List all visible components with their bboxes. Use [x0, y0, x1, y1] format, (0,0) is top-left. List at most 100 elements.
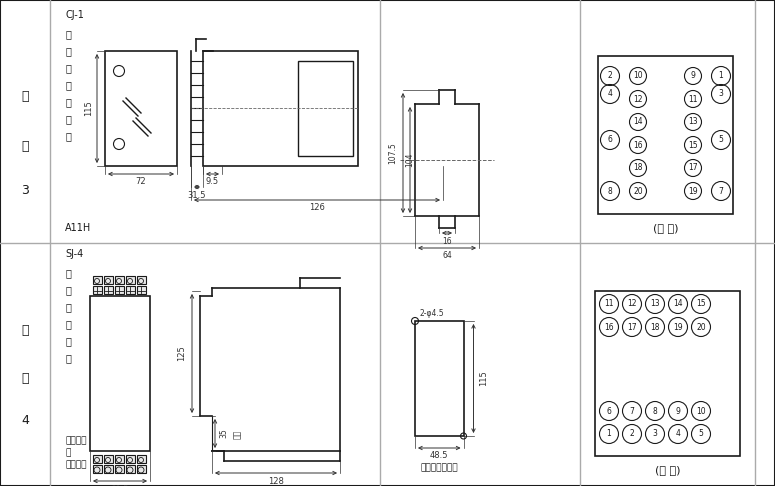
- Bar: [105, 51, 177, 166]
- Text: 式: 式: [65, 302, 71, 312]
- Text: 7: 7: [629, 406, 635, 416]
- Text: 16: 16: [633, 140, 642, 150]
- Text: 5: 5: [698, 430, 704, 438]
- Text: 8: 8: [653, 406, 657, 416]
- Text: 9.5: 9.5: [206, 177, 219, 187]
- Bar: [93, 455, 102, 463]
- Bar: [126, 455, 135, 463]
- Text: 2-φ4.5: 2-φ4.5: [420, 309, 445, 317]
- Text: 4: 4: [21, 415, 29, 428]
- Text: 11: 11: [688, 94, 698, 104]
- Text: 前: 前: [65, 319, 71, 329]
- Text: (正 视): (正 视): [655, 465, 680, 475]
- Bar: [595, 291, 740, 456]
- Text: 16: 16: [604, 323, 614, 331]
- Text: 11: 11: [604, 299, 614, 309]
- Text: 线: 线: [65, 131, 71, 141]
- Bar: [93, 276, 102, 284]
- Text: 螺钉安装: 螺钉安装: [65, 461, 87, 469]
- Text: 125: 125: [177, 346, 187, 362]
- Bar: [104, 465, 113, 473]
- Text: 60.5: 60.5: [111, 485, 129, 486]
- Bar: [137, 286, 146, 294]
- Bar: [203, 51, 358, 166]
- Text: 14: 14: [673, 299, 683, 309]
- Text: 48.5: 48.5: [430, 451, 449, 461]
- Text: 5: 5: [718, 136, 723, 144]
- Text: 17: 17: [627, 323, 637, 331]
- Text: 9: 9: [676, 406, 680, 416]
- Bar: [115, 276, 124, 284]
- Text: 后: 后: [65, 97, 71, 107]
- Text: 线: 线: [65, 353, 71, 363]
- Bar: [93, 286, 102, 294]
- Text: 10: 10: [696, 406, 706, 416]
- Text: 6: 6: [607, 406, 611, 416]
- Text: 12: 12: [627, 299, 637, 309]
- Text: 接: 接: [65, 114, 71, 124]
- Text: (背 视): (背 视): [653, 223, 678, 233]
- Bar: [104, 276, 113, 284]
- Text: 16: 16: [443, 237, 452, 245]
- Text: 115: 115: [479, 371, 488, 386]
- Text: 凸: 凸: [65, 29, 71, 39]
- Bar: [298, 61, 353, 156]
- Text: 20: 20: [696, 323, 706, 331]
- Bar: [126, 276, 135, 284]
- Text: 3: 3: [653, 430, 657, 438]
- Text: 15: 15: [688, 140, 698, 150]
- Bar: [90, 296, 150, 451]
- Bar: [137, 465, 146, 473]
- Text: 式: 式: [65, 63, 71, 73]
- Text: 107.5: 107.5: [388, 142, 398, 164]
- Bar: [126, 286, 135, 294]
- Text: A11H: A11H: [65, 223, 91, 233]
- Text: 19: 19: [673, 323, 683, 331]
- Text: 3: 3: [718, 89, 723, 99]
- Text: 6: 6: [608, 136, 612, 144]
- Bar: [93, 465, 102, 473]
- Text: 13: 13: [688, 118, 698, 126]
- Text: 15: 15: [696, 299, 706, 309]
- Text: 126: 126: [309, 204, 325, 212]
- Text: 凸: 凸: [65, 268, 71, 278]
- Text: 128: 128: [268, 476, 284, 486]
- Text: 图: 图: [21, 371, 29, 384]
- Text: 18: 18: [633, 163, 642, 173]
- Text: 3: 3: [21, 185, 29, 197]
- Text: 4: 4: [676, 430, 680, 438]
- Text: 出: 出: [65, 46, 71, 56]
- Text: 18: 18: [650, 323, 660, 331]
- Text: 卡轨: 卡轨: [232, 429, 242, 439]
- Text: SJ-4: SJ-4: [65, 249, 83, 259]
- Bar: [115, 455, 124, 463]
- Text: 31.5: 31.5: [188, 191, 206, 199]
- Text: 14: 14: [633, 118, 642, 126]
- Text: 1: 1: [718, 71, 723, 81]
- Text: 7: 7: [718, 187, 723, 195]
- Text: 115: 115: [84, 101, 94, 116]
- Text: 卡轨安装: 卡轨安装: [65, 436, 87, 446]
- Text: 72: 72: [136, 177, 146, 187]
- Text: 或: 或: [65, 449, 71, 457]
- Text: 1: 1: [607, 430, 611, 438]
- Text: 9: 9: [691, 71, 695, 81]
- Bar: [598, 56, 733, 214]
- Text: 图: 图: [21, 139, 29, 153]
- Text: 4: 4: [608, 89, 612, 99]
- Text: 10: 10: [633, 71, 642, 81]
- Text: CJ-1: CJ-1: [65, 10, 84, 20]
- Text: 出: 出: [65, 285, 71, 295]
- Text: 螺钉安装开孔图: 螺钉安装开孔图: [420, 464, 458, 472]
- Text: 17: 17: [688, 163, 698, 173]
- Bar: [137, 276, 146, 284]
- Bar: [104, 286, 113, 294]
- Text: 附: 附: [21, 325, 29, 337]
- Text: 19: 19: [688, 187, 698, 195]
- Text: 接: 接: [65, 336, 71, 346]
- Text: 35: 35: [219, 429, 229, 438]
- Bar: [126, 465, 135, 473]
- Text: 2: 2: [608, 71, 612, 81]
- Text: 13: 13: [650, 299, 660, 309]
- Text: 104: 104: [405, 153, 415, 167]
